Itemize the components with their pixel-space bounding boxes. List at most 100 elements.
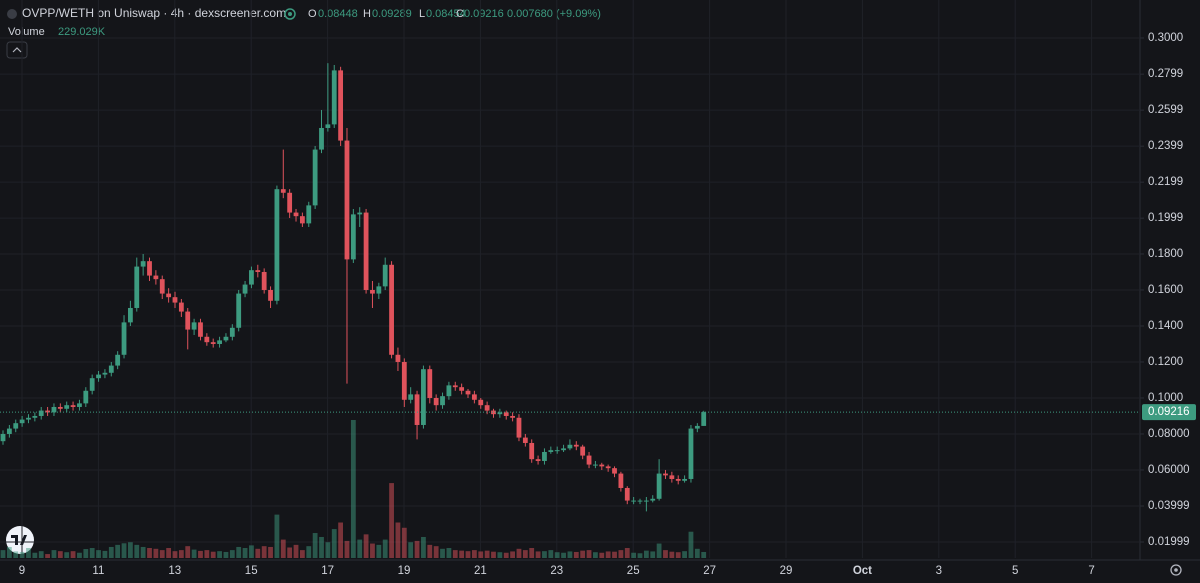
- volume-bar: [274, 514, 280, 558]
- volume-bar: [166, 548, 172, 558]
- volume-bar: [465, 551, 471, 558]
- candle-body: [217, 340, 222, 344]
- volume-bar: [618, 550, 624, 558]
- candle-body: [401, 361, 407, 400]
- candle-body: [624, 487, 630, 501]
- candle-body: [236, 293, 242, 328]
- candle-body: [612, 468, 617, 474]
- candle-body: [287, 192, 293, 213]
- x-tick-label: 5: [1012, 565, 1018, 577]
- volume-bar: [650, 551, 656, 558]
- y-tick-label: 0.2399: [1148, 140, 1183, 152]
- volume-bar: [77, 552, 82, 558]
- y-tick-label: 0.2599: [1148, 104, 1183, 116]
- status-dot-inner: [288, 12, 292, 16]
- y-tick-label: 0.1600: [1148, 284, 1183, 296]
- volume-bar: [452, 550, 458, 558]
- candle-body: [459, 387, 465, 391]
- symbol-icon: [7, 9, 17, 19]
- candle-body: [548, 450, 554, 452]
- candle-body: [593, 464, 598, 466]
- volume-bar: [312, 533, 318, 558]
- candle-body: [134, 266, 140, 308]
- volume-bar: [529, 548, 535, 558]
- collapse-button[interactable]: [6, 41, 28, 59]
- volume-bar: [637, 553, 643, 558]
- x-tick-label: 3: [936, 565, 942, 577]
- volume-bar: [191, 549, 197, 558]
- chart-title: OVPP/WETH on Uniswap · 4h · dexscreener.…: [22, 6, 286, 20]
- candle-body: [586, 455, 592, 465]
- candle-body: [567, 444, 573, 449]
- candle-body: [554, 450, 560, 452]
- volume-bar: [624, 548, 630, 558]
- candle-body: [573, 444, 579, 447]
- candle-body: [631, 500, 637, 502]
- volume-bar: [567, 551, 573, 558]
- volume-bar: [516, 548, 522, 558]
- candle-body: [656, 473, 662, 499]
- candle-body: [293, 212, 299, 217]
- volume-bar: [115, 544, 121, 558]
- volume-bar: [510, 551, 515, 558]
- volume-bar: [414, 540, 420, 558]
- candle-body: [414, 394, 420, 425]
- candle-body: [210, 342, 216, 344]
- volume-bar: [185, 546, 191, 558]
- volume-bar: [363, 534, 369, 558]
- volume-bar: [57, 551, 63, 558]
- candle-body: [64, 405, 70, 409]
- volume-bar: [45, 554, 50, 558]
- candle-body: [663, 473, 668, 476]
- volume-bar: [147, 548, 152, 558]
- candle-body: [274, 189, 280, 301]
- y-tick-label: 0.3000: [1148, 32, 1183, 44]
- settings-icon[interactable]: [1170, 564, 1182, 576]
- volume-bar: [293, 544, 299, 558]
- y-tick-label: 0.2199: [1148, 176, 1183, 188]
- candle-body: [516, 417, 522, 438]
- candle-body: [198, 322, 203, 337]
- candle-body: [433, 397, 439, 406]
- volume-bar: [376, 544, 382, 558]
- candle-body: [185, 311, 191, 330]
- candle-body: [51, 406, 57, 413]
- ohlc-value: 0.08448: [318, 8, 358, 20]
- volume-bar: [172, 551, 178, 558]
- volume-bar: [96, 550, 101, 558]
- candle-body: [370, 289, 375, 294]
- candle-body: [26, 417, 31, 420]
- volume-bar: [497, 552, 503, 558]
- candle-body: [204, 336, 210, 343]
- volume-bar: [599, 552, 605, 558]
- candle-body: [115, 354, 121, 366]
- ohlc-value: 0.09289: [372, 8, 412, 20]
- x-tick-label: 19: [398, 565, 411, 577]
- y-tick-label: 0.1400: [1148, 320, 1183, 332]
- candle-body: [13, 423, 19, 429]
- candle-body: [542, 451, 547, 461]
- candle-body: [268, 289, 273, 301]
- change-value: 0.007680 (+9.09%): [507, 8, 601, 20]
- candle-body: [465, 390, 471, 395]
- volume-bar: [6, 546, 12, 558]
- y-tick-label: 0.1000: [1148, 392, 1183, 404]
- candle-body: [223, 336, 229, 341]
- price-tag-label: 0.09216: [1148, 406, 1190, 418]
- candle-body: [503, 412, 509, 416]
- volume-bar: [389, 483, 394, 558]
- y-tick-label: 0.1200: [1148, 356, 1183, 368]
- volume-bar: [229, 550, 235, 558]
- volume-bar: [357, 539, 363, 558]
- volume-bar: [433, 546, 439, 558]
- volume-bar: [395, 522, 401, 558]
- candle-body: [128, 307, 133, 323]
- candle-body: [497, 412, 503, 415]
- volume-bar: [249, 545, 254, 558]
- y-tick-label: 0.06000: [1148, 464, 1190, 476]
- candle-body: [478, 399, 484, 406]
- volume-bar: [19, 551, 25, 558]
- candle-body: [688, 428, 694, 479]
- volume-bar: [370, 543, 375, 558]
